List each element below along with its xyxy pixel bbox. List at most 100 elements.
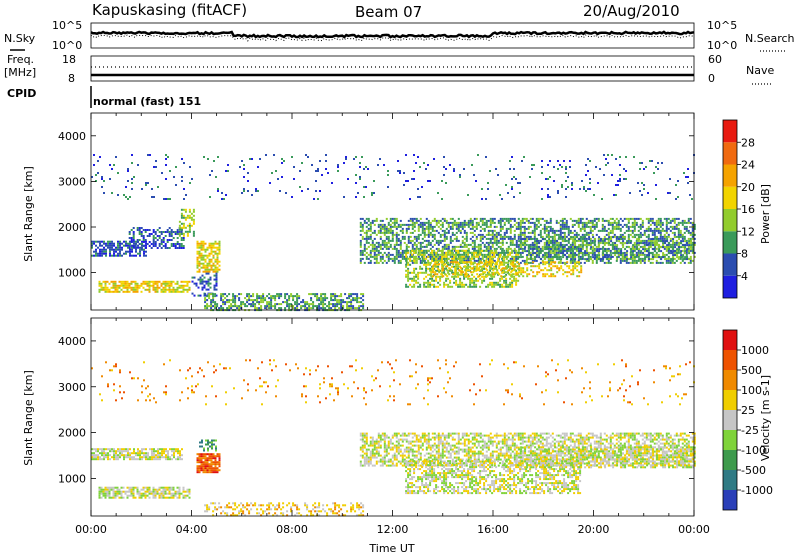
- heatmap-cell: [516, 273, 519, 276]
- heatmap-cell: [432, 265, 435, 268]
- heatmap-cell: [427, 255, 430, 258]
- heatmap-cell: [547, 247, 550, 250]
- heatmap-cell: [95, 250, 97, 253]
- heatmap-cell: [562, 252, 565, 255]
- heatmap-cell: [463, 273, 466, 276]
- heatmap-cell: [543, 223, 546, 226]
- heatmap-cell: [500, 275, 503, 278]
- heatmap-cell: [437, 231, 440, 234]
- heatmap-cell: [115, 246, 117, 249]
- heatmap-cell: [681, 221, 684, 224]
- heatmap-cell: [210, 307, 213, 310]
- heatmap-cell: [158, 286, 161, 289]
- heatmap-cell: [101, 244, 103, 247]
- heatmap-cell: [572, 240, 575, 243]
- heatmap-cell: [556, 240, 559, 243]
- heatmap-cell: [489, 265, 492, 268]
- heatmap-cell: [609, 257, 612, 260]
- heatmap-cell: [469, 237, 472, 240]
- heatmap-cell: [442, 267, 445, 270]
- heatmap-cell: [367, 235, 370, 238]
- heatmap-cell: [140, 233, 143, 235]
- heatmap-cell: [675, 227, 678, 230]
- heatmap-cell: [459, 229, 462, 232]
- heatmap-cell: [445, 265, 448, 268]
- heatmap-cell: [501, 241, 504, 244]
- heatmap-cell: [639, 162, 641, 164]
- heatmap-cell: [365, 235, 368, 238]
- heatmap-cell: [403, 223, 406, 226]
- heatmap-cell: [423, 249, 426, 252]
- heatmap-cell: [305, 154, 307, 156]
- heatmap-cell: [629, 229, 632, 232]
- heatmap-cell: [460, 273, 463, 276]
- heatmap-cell: [632, 244, 635, 247]
- heatmap-cell: [623, 168, 625, 170]
- heatmap-cell: [123, 240, 125, 243]
- heatmap-cell: [193, 294, 196, 297]
- heatmap-cell: [252, 295, 255, 298]
- heatmap-cell: [493, 275, 496, 278]
- heatmap-cell: [527, 247, 530, 250]
- heatmap-cell: [198, 242, 201, 245]
- heatmap-cell: [612, 246, 615, 249]
- heatmap-cell: [518, 267, 521, 270]
- heatmap-cell: [403, 235, 406, 238]
- heatmap-cell: [228, 299, 231, 302]
- heatmap-cell: [533, 241, 536, 244]
- heatmap-cell: [583, 221, 586, 224]
- heatmap-cell: [181, 158, 183, 160]
- heatmap-cell: [352, 299, 355, 302]
- heatmap-cell: [218, 252, 221, 255]
- heatmap-cell: [503, 257, 506, 260]
- heatmap-cell: [445, 245, 448, 248]
- heatmap-cell: [463, 245, 466, 248]
- heatmap-cell: [119, 242, 121, 245]
- heatmap-cell: [637, 233, 640, 236]
- heatmap-cell: [678, 236, 681, 239]
- heatmap-cell: [417, 281, 420, 284]
- heatmap-cell: [168, 231, 171, 233]
- heatmap-cell: [515, 221, 518, 224]
- heatmap-cell: [168, 286, 171, 289]
- heatmap-cell: [551, 245, 554, 248]
- heatmap-cell: [413, 154, 415, 156]
- heatmap-cell: [605, 251, 608, 254]
- heatmap-cell: [375, 217, 378, 220]
- heatmap-cell: [580, 269, 583, 272]
- heatmap-cell: [244, 303, 247, 306]
- heatmap-cell: [595, 221, 598, 224]
- heatmap-cell: [643, 253, 646, 256]
- heatmap-cell: [208, 264, 211, 267]
- heatmap-cell: [207, 280, 210, 283]
- heatmap-cell: [479, 285, 482, 288]
- heatmap-cell: [371, 247, 374, 250]
- heatmap-cell: [462, 271, 465, 274]
- heatmap-cell: [505, 231, 508, 234]
- heatmap-cell: [609, 223, 612, 226]
- heatmap-cell: [551, 229, 554, 232]
- heatmap-cell: [403, 237, 406, 240]
- heatmap-cell: [276, 303, 279, 306]
- heatmap-cell: [499, 247, 502, 250]
- heatmap-cell: [270, 307, 273, 310]
- heatmap-cell: [254, 299, 257, 302]
- heatmap-cell: [681, 219, 684, 222]
- heatmap-cell: [387, 239, 390, 242]
- heatmap-cell: [563, 217, 566, 220]
- heatmap-cell: [509, 241, 512, 244]
- heatmap-cell: [415, 273, 418, 276]
- heatmap-cell: [673, 257, 676, 260]
- heatmap-cell: [395, 227, 398, 230]
- heatmap-cell: [483, 235, 486, 238]
- heatmap-cell: [419, 261, 422, 264]
- heatmap-cell: [554, 256, 557, 259]
- heatmap-cell: [166, 247, 169, 249]
- heatmap-cell: [659, 231, 662, 234]
- heatmap-cell: [528, 244, 531, 247]
- heatmap-cell: [519, 221, 522, 224]
- heatmap-cell: [543, 229, 546, 232]
- heatmap-cell: [371, 194, 373, 196]
- heatmap-cell: [212, 250, 215, 253]
- heatmap-cell: [517, 217, 520, 220]
